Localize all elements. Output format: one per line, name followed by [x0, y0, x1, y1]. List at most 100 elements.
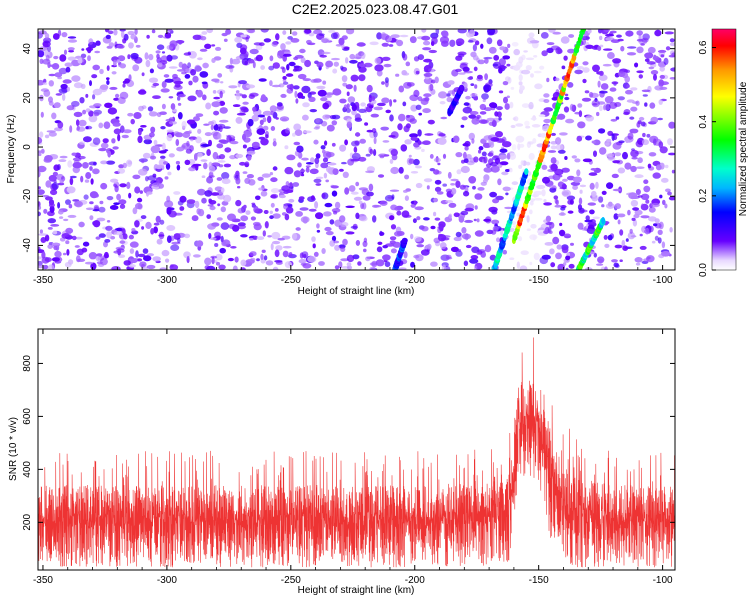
- heatmap-cell: [213, 110, 220, 116]
- heatmap-cell: [187, 95, 197, 102]
- heatmap-cell: [641, 260, 649, 264]
- heatmap-cell: [635, 262, 641, 266]
- heatmap-cell: [194, 200, 200, 209]
- heatmap-cell: [264, 221, 269, 229]
- heatmap-cell: [607, 156, 616, 162]
- heatmap-cell: [630, 106, 638, 112]
- heatmap-cell: [229, 140, 239, 145]
- heatmap-cell: [328, 29, 336, 33]
- heatmap-cell: [327, 162, 337, 166]
- heatmap-cell: [552, 236, 560, 245]
- heatmap-cell: [501, 171, 509, 175]
- heatmap-cell: [536, 184, 546, 190]
- heatmap-cell: [487, 152, 494, 157]
- heatmap-cell: [244, 60, 248, 66]
- heatmap-cell: [51, 112, 57, 120]
- colorbar-tick-label: 0.0: [698, 263, 709, 277]
- heatmap-cell: [316, 223, 320, 229]
- heatmap-cell: [555, 144, 564, 151]
- heatmap-cell: [466, 154, 472, 160]
- heatmap-cell: [283, 203, 288, 210]
- heatmap-cell: [667, 191, 672, 196]
- heatmap-cell: [313, 178, 322, 183]
- heatmap-cell: [83, 194, 89, 200]
- heatmap-cell: [318, 261, 325, 266]
- heatmap-cell: [651, 202, 660, 208]
- heatmap-cell: [504, 103, 510, 110]
- heatmap-cell: [271, 41, 278, 47]
- heatmap-cell: [246, 150, 256, 155]
- heatmap-cell: [479, 103, 487, 111]
- heatmap-cell: [602, 63, 612, 67]
- heatmap-cell: [228, 65, 233, 69]
- heatmap-cell: [285, 73, 294, 77]
- heatmap-cell: [516, 261, 520, 269]
- heatmap-cell: [313, 251, 319, 257]
- heatmap-cell: [112, 146, 119, 150]
- heatmap-cell: [461, 233, 472, 240]
- heatmap-cell: [197, 57, 203, 61]
- heatmap-cell: [445, 188, 452, 193]
- heatmap-cell: [375, 259, 385, 267]
- heatmap-cell: [105, 160, 116, 165]
- heatmap-cell: [474, 40, 480, 46]
- heatmap-cell: [57, 121, 64, 129]
- heatmap-cell: [156, 44, 165, 50]
- heatmap-cell: [463, 151, 467, 160]
- heatmap-streak-cell: [401, 237, 408, 244]
- heatmap-cell: [505, 76, 511, 82]
- heatmap-cell: [201, 81, 208, 85]
- x-tick-label: -100: [653, 575, 673, 586]
- heatmap-cell: [140, 125, 147, 128]
- heatmap-cell: [486, 37, 493, 45]
- heatmap-cell: [366, 191, 374, 197]
- heatmap-cell: [211, 44, 216, 47]
- heatmap-cell: [473, 66, 478, 72]
- heatmap-cell: [646, 133, 651, 138]
- heatmap-cell: [464, 219, 474, 223]
- heatmap-cell: [207, 223, 217, 230]
- heatmap-cell: [389, 99, 393, 107]
- heatmap-cell: [168, 96, 174, 99]
- heatmap-cell: [519, 265, 528, 270]
- heatmap-cell: [150, 228, 155, 235]
- heatmap-cell: [139, 190, 143, 194]
- heatmap-cell: [518, 164, 523, 169]
- heatmap-cell: [74, 236, 83, 240]
- heatmap-cell: [100, 160, 108, 165]
- heatmap-cell: [145, 59, 151, 68]
- heatmap-cell: [457, 29, 467, 34]
- heatmap-cell: [277, 50, 285, 57]
- heatmap-cell: [299, 169, 306, 173]
- heatmap-cell: [65, 227, 74, 234]
- heatmap-cell: [184, 74, 191, 79]
- heatmap-cell: [652, 138, 657, 146]
- heatmap-cell: [64, 49, 67, 55]
- heatmap-cell: [647, 163, 652, 169]
- heatmap-cell: [630, 199, 639, 207]
- heatmap-cell: [374, 64, 384, 72]
- heatmap-cell: [44, 134, 50, 139]
- heatmap-cell: [564, 156, 568, 160]
- heatmap-cell: [241, 94, 247, 99]
- heatmap-cell: [640, 215, 650, 219]
- heatmap-cell: [346, 91, 350, 97]
- heatmap-cell: [263, 210, 269, 214]
- heatmap-cell: [617, 167, 626, 174]
- heatmap-cell: [59, 155, 68, 159]
- heatmap-cell: [92, 137, 101, 145]
- heatmap-cell: [176, 164, 181, 171]
- heatmap-cell: [66, 186, 76, 194]
- heatmap-cell: [447, 80, 455, 85]
- heatmap-cell: [597, 256, 605, 264]
- heatmap-cell: [658, 221, 664, 230]
- heatmap-cell: [321, 51, 331, 55]
- heatmap-cell: [122, 80, 127, 84]
- heatmap-cell: [610, 39, 620, 43]
- heatmap-cell: [297, 92, 304, 99]
- heatmap-cell: [506, 152, 511, 160]
- heatmap-cell: [95, 236, 101, 240]
- heatmap-cell: [261, 249, 266, 253]
- heatmap-cell: [498, 154, 508, 160]
